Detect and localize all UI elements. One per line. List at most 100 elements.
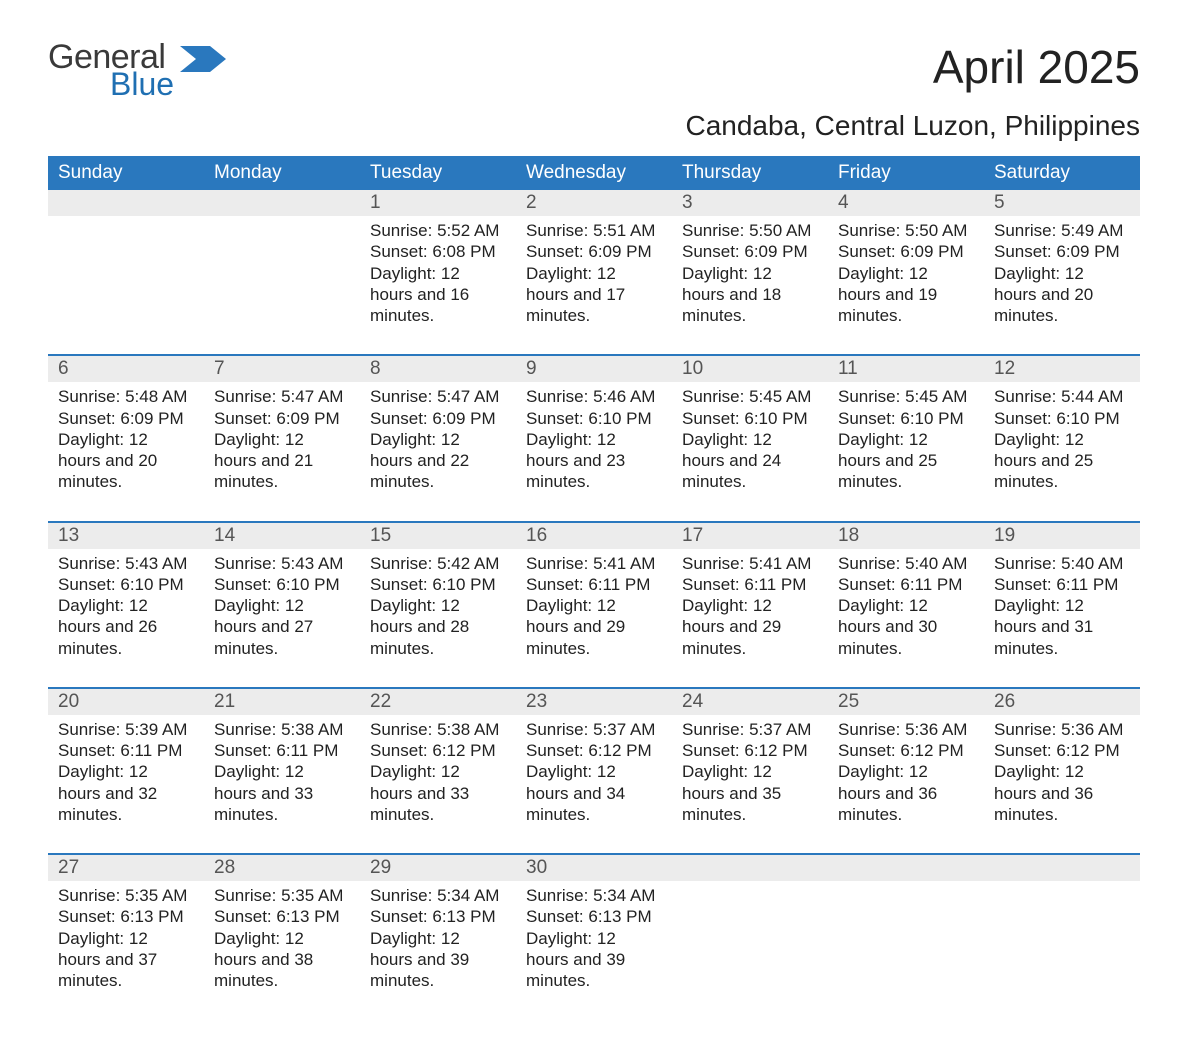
daylight-text: Daylight: 12 hours and 34 minutes. (526, 761, 662, 825)
day-cell (828, 881, 984, 1003)
daylight-text: Daylight: 12 hours and 18 minutes. (682, 263, 818, 327)
day-number: 22 (360, 689, 516, 715)
sunrise-text: Sunrise: 5:43 AM (58, 553, 194, 574)
weeks-container: 12345Sunrise: 5:52 AMSunset: 6:08 PMDayl… (48, 190, 1140, 1003)
day-number: 17 (672, 523, 828, 549)
sunrise-text: Sunrise: 5:49 AM (994, 220, 1130, 241)
logo-text: General Blue (48, 40, 174, 100)
calendar-week: 13141516171819Sunrise: 5:43 AMSunset: 6:… (48, 521, 1140, 671)
day-cell: Sunrise: 5:47 AMSunset: 6:09 PMDaylight:… (204, 382, 360, 504)
day-number: 21 (204, 689, 360, 715)
daylight-text: Daylight: 12 hours and 28 minutes. (370, 595, 506, 659)
sunrise-text: Sunrise: 5:36 AM (838, 719, 974, 740)
sunrise-text: Sunrise: 5:41 AM (682, 553, 818, 574)
day-cell: Sunrise: 5:41 AMSunset: 6:11 PMDaylight:… (516, 549, 672, 671)
calendar-week: 27282930Sunrise: 5:35 AMSunset: 6:13 PMD… (48, 853, 1140, 1003)
day-cell: Sunrise: 5:43 AMSunset: 6:10 PMDaylight:… (48, 549, 204, 671)
day-number: 13 (48, 523, 204, 549)
sunrise-text: Sunrise: 5:51 AM (526, 220, 662, 241)
weekday-header: Monday (204, 156, 360, 190)
sunset-text: Sunset: 6:10 PM (370, 574, 506, 595)
day-number: 14 (204, 523, 360, 549)
weekday-header: Sunday (48, 156, 204, 190)
daylight-text: Daylight: 12 hours and 25 minutes. (838, 429, 974, 493)
calendar-week: 20212223242526Sunrise: 5:39 AMSunset: 6:… (48, 687, 1140, 837)
sunset-text: Sunset: 6:09 PM (526, 241, 662, 262)
day-number-row: 13141516171819 (48, 523, 1140, 549)
sunset-text: Sunset: 6:13 PM (526, 906, 662, 927)
day-cell: Sunrise: 5:38 AMSunset: 6:12 PMDaylight:… (360, 715, 516, 837)
sunrise-text: Sunrise: 5:47 AM (214, 386, 350, 407)
day-number-row: 6789101112 (48, 356, 1140, 382)
sunset-text: Sunset: 6:13 PM (58, 906, 194, 927)
sunset-text: Sunset: 6:10 PM (58, 574, 194, 595)
day-number: 6 (48, 356, 204, 382)
sunrise-text: Sunrise: 5:42 AM (370, 553, 506, 574)
sunrise-text: Sunrise: 5:35 AM (58, 885, 194, 906)
daylight-text: Daylight: 12 hours and 30 minutes. (838, 595, 974, 659)
sunset-text: Sunset: 6:11 PM (526, 574, 662, 595)
daylight-text: Daylight: 12 hours and 25 minutes. (994, 429, 1130, 493)
sunset-text: Sunset: 6:11 PM (214, 740, 350, 761)
day-number (204, 190, 360, 216)
sunset-text: Sunset: 6:12 PM (682, 740, 818, 761)
calendar-page: General Blue April 2025 Candaba, Central… (0, 0, 1188, 1043)
sunrise-text: Sunrise: 5:38 AM (370, 719, 506, 740)
sunset-text: Sunset: 6:13 PM (214, 906, 350, 927)
day-cell: Sunrise: 5:37 AMSunset: 6:12 PMDaylight:… (516, 715, 672, 837)
weekday-header: Friday (828, 156, 984, 190)
daylight-text: Daylight: 12 hours and 24 minutes. (682, 429, 818, 493)
sunrise-text: Sunrise: 5:44 AM (994, 386, 1130, 407)
weekday-header: Thursday (672, 156, 828, 190)
daylight-text: Daylight: 12 hours and 39 minutes. (526, 928, 662, 992)
sunrise-text: Sunrise: 5:36 AM (994, 719, 1130, 740)
sunset-text: Sunset: 6:09 PM (682, 241, 818, 262)
sunset-text: Sunset: 6:09 PM (838, 241, 974, 262)
sunrise-text: Sunrise: 5:48 AM (58, 386, 194, 407)
daylight-text: Daylight: 12 hours and 33 minutes. (214, 761, 350, 825)
sunrise-text: Sunrise: 5:50 AM (838, 220, 974, 241)
daylight-text: Daylight: 12 hours and 32 minutes. (58, 761, 194, 825)
sunset-text: Sunset: 6:11 PM (682, 574, 818, 595)
sunset-text: Sunset: 6:13 PM (370, 906, 506, 927)
daylight-text: Daylight: 12 hours and 20 minutes. (58, 429, 194, 493)
day-content-row: Sunrise: 5:52 AMSunset: 6:08 PMDaylight:… (48, 216, 1140, 338)
sunset-text: Sunset: 6:08 PM (370, 241, 506, 262)
sunrise-text: Sunrise: 5:35 AM (214, 885, 350, 906)
daylight-text: Daylight: 12 hours and 21 minutes. (214, 429, 350, 493)
day-cell: Sunrise: 5:38 AMSunset: 6:11 PMDaylight:… (204, 715, 360, 837)
weekday-header: Saturday (984, 156, 1140, 190)
sunrise-text: Sunrise: 5:40 AM (838, 553, 974, 574)
day-number: 28 (204, 855, 360, 881)
sunrise-text: Sunrise: 5:34 AM (370, 885, 506, 906)
day-cell: Sunrise: 5:37 AMSunset: 6:12 PMDaylight:… (672, 715, 828, 837)
day-cell: Sunrise: 5:40 AMSunset: 6:11 PMDaylight:… (984, 549, 1140, 671)
day-number: 25 (828, 689, 984, 715)
day-cell: Sunrise: 5:49 AMSunset: 6:09 PMDaylight:… (984, 216, 1140, 338)
day-content-row: Sunrise: 5:48 AMSunset: 6:09 PMDaylight:… (48, 382, 1140, 504)
day-content-row: Sunrise: 5:35 AMSunset: 6:13 PMDaylight:… (48, 881, 1140, 1003)
day-number (984, 855, 1140, 881)
day-cell: Sunrise: 5:52 AMSunset: 6:08 PMDaylight:… (360, 216, 516, 338)
day-cell: Sunrise: 5:36 AMSunset: 6:12 PMDaylight:… (828, 715, 984, 837)
sunset-text: Sunset: 6:10 PM (838, 408, 974, 429)
sunset-text: Sunset: 6:10 PM (526, 408, 662, 429)
month-title: April 2025 (685, 40, 1140, 94)
title-block: April 2025 Candaba, Central Luzon, Phili… (685, 40, 1140, 142)
day-number: 29 (360, 855, 516, 881)
day-number: 26 (984, 689, 1140, 715)
day-number: 5 (984, 190, 1140, 216)
sunset-text: Sunset: 6:12 PM (838, 740, 974, 761)
day-number: 2 (516, 190, 672, 216)
page-header: General Blue April 2025 Candaba, Central… (48, 40, 1140, 142)
day-cell: Sunrise: 5:42 AMSunset: 6:10 PMDaylight:… (360, 549, 516, 671)
day-number-row: 20212223242526 (48, 689, 1140, 715)
calendar-week: 6789101112Sunrise: 5:48 AMSunset: 6:09 P… (48, 354, 1140, 504)
day-number: 12 (984, 356, 1140, 382)
daylight-text: Daylight: 12 hours and 35 minutes. (682, 761, 818, 825)
daylight-text: Daylight: 12 hours and 38 minutes. (214, 928, 350, 992)
sunset-text: Sunset: 6:12 PM (526, 740, 662, 761)
day-number: 20 (48, 689, 204, 715)
day-cell (48, 216, 204, 338)
sunset-text: Sunset: 6:11 PM (994, 574, 1130, 595)
